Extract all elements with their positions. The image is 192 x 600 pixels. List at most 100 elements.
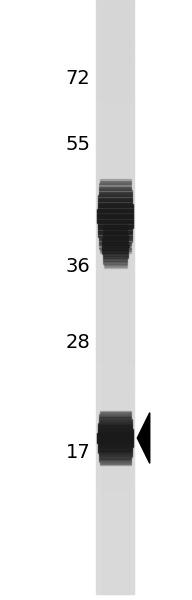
Bar [96, 48, 134, 55]
Bar [98, 446, 132, 447]
Bar [96, 332, 134, 340]
Bar [98, 237, 132, 238]
Bar [96, 572, 134, 579]
Bar [96, 400, 134, 407]
Bar [96, 130, 134, 137]
Bar [98, 444, 133, 445]
Bar [100, 181, 131, 182]
Bar [99, 413, 131, 414]
Bar [99, 418, 132, 419]
Bar [99, 454, 132, 455]
Bar [97, 436, 133, 437]
Bar [98, 194, 132, 195]
Bar [97, 211, 133, 212]
Bar [98, 431, 133, 432]
Bar [96, 197, 134, 205]
Bar [96, 115, 134, 122]
Bar [96, 579, 134, 587]
Bar [96, 437, 134, 445]
Bar [98, 429, 132, 430]
Bar [98, 422, 132, 423]
Bar [96, 422, 134, 430]
Bar [98, 229, 132, 230]
Bar [96, 482, 134, 489]
Bar [96, 145, 134, 152]
Bar [96, 63, 134, 70]
Bar [102, 239, 128, 240]
Bar [96, 302, 134, 310]
Bar [96, 0, 134, 3]
Bar [98, 202, 132, 203]
Bar [96, 175, 134, 182]
Bar [98, 195, 132, 196]
Bar [98, 233, 132, 234]
Bar [98, 445, 133, 446]
Bar [96, 11, 134, 18]
Bar [97, 214, 133, 215]
Bar [103, 256, 128, 257]
Text: 55: 55 [65, 134, 90, 154]
Bar [96, 377, 134, 385]
Bar [98, 232, 132, 233]
Bar [98, 223, 133, 224]
Bar [98, 204, 132, 205]
Bar [96, 475, 134, 482]
Bar [103, 263, 127, 264]
Bar [100, 463, 131, 464]
Bar [104, 225, 127, 226]
Bar [98, 227, 132, 228]
Bar [96, 3, 134, 10]
Bar [96, 26, 134, 33]
Bar [96, 362, 134, 370]
Bar [96, 557, 134, 564]
Bar [97, 216, 133, 217]
Bar [103, 233, 127, 234]
Bar [99, 239, 132, 241]
Bar [97, 440, 133, 442]
Bar [103, 232, 127, 233]
Bar [96, 295, 134, 302]
Bar [100, 250, 131, 251]
Bar [98, 425, 132, 427]
Bar [104, 266, 127, 267]
Bar [96, 190, 134, 197]
Bar [99, 458, 131, 460]
Bar [98, 424, 132, 425]
Bar [96, 534, 134, 542]
Bar [96, 55, 134, 63]
Bar [99, 416, 131, 418]
Bar [96, 257, 134, 265]
Bar [103, 260, 127, 262]
Bar [99, 248, 131, 249]
Bar [103, 253, 128, 254]
Bar [98, 205, 133, 206]
Bar [96, 497, 134, 504]
Bar [99, 191, 132, 193]
Bar [96, 160, 134, 167]
Bar [98, 230, 132, 232]
Bar [99, 187, 131, 188]
Bar [103, 230, 127, 232]
Bar [103, 228, 127, 229]
Bar [97, 434, 133, 436]
Bar [99, 247, 131, 248]
Bar [98, 443, 133, 444]
Bar [102, 245, 129, 246]
Bar [104, 224, 127, 225]
Bar [99, 243, 131, 244]
Bar [103, 254, 128, 255]
Bar [96, 542, 134, 549]
Bar [99, 241, 132, 242]
Bar [98, 228, 132, 229]
Bar [103, 234, 127, 235]
Bar [96, 467, 134, 475]
Bar [98, 453, 132, 454]
Text: 17: 17 [65, 443, 90, 463]
Bar [96, 40, 134, 48]
Bar [98, 200, 132, 202]
Bar [96, 527, 134, 534]
Bar [103, 229, 127, 230]
Bar [98, 430, 133, 431]
Bar [102, 242, 128, 243]
Bar [96, 325, 134, 332]
